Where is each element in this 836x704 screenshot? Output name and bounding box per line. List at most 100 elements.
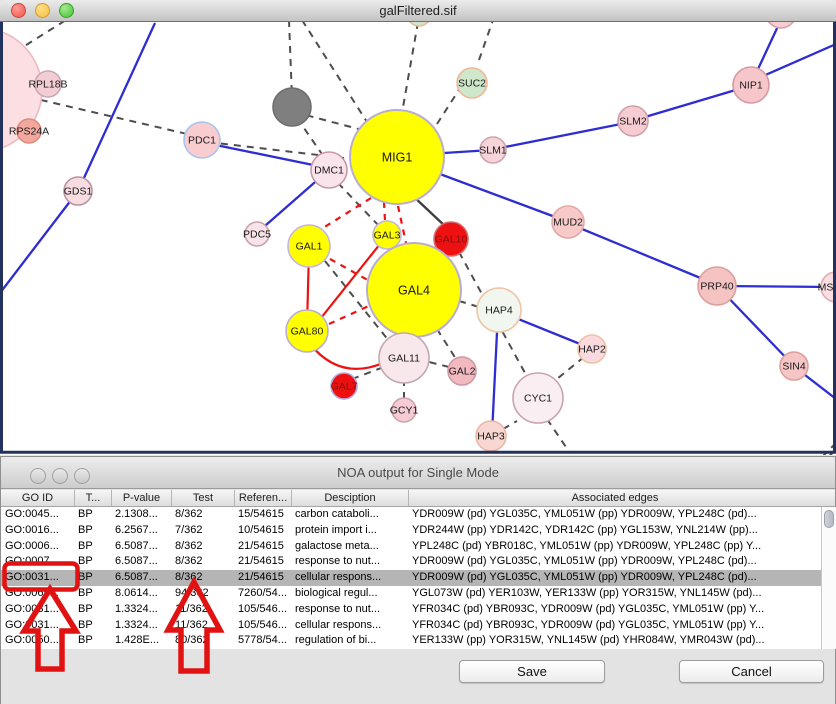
edge-gd[interactable]: [288, 22, 293, 99]
node-SIN4[interactable]: SIN4: [779, 351, 809, 381]
node-GAL11[interactable]: GAL11: [378, 332, 430, 384]
edge-gd[interactable]: [428, 361, 450, 368]
column-header-test[interactable]: Test: [171, 490, 234, 506]
table-row[interactable]: GO:0006... BP 6.5087... 8/362 21/54615 galact…: [1, 538, 821, 555]
edge-gd[interactable]: [351, 366, 385, 380]
node-GDS1[interactable]: GDS1: [63, 176, 93, 206]
table-row[interactable]: GO:0031... BP 1.3324... 11/362 105/546... res…: [1, 601, 821, 618]
node-MUD2[interactable]: MUD2: [551, 205, 585, 239]
table-row[interactable]: GO:0007... BP 6.5087... 8/362 21/54615 respon…: [1, 554, 821, 571]
node-CYC1[interactable]: CYC1: [512, 372, 564, 424]
edge-pp[interactable]: [753, 42, 836, 82]
node-GAL7[interactable]: GAL7: [330, 372, 358, 400]
edge-red[interactable]: [309, 343, 384, 370]
edge-pp[interactable]: [76, 22, 157, 192]
table-row[interactable]: GO:0016... BP 6.2567... 7/362 10/54615 protei…: [1, 522, 821, 539]
edge-gd[interactable]: [436, 328, 457, 360]
cell: BP: [78, 571, 93, 584]
edge-rd[interactable]: [329, 258, 374, 284]
node-SUC2[interactable]: SUC2: [456, 67, 488, 99]
node-GAL10[interactable]: GAL10: [433, 221, 469, 257]
vertical-scrollbar[interactable]: [821, 507, 836, 649]
cell: 8/362: [175, 555, 203, 568]
node-MSI[interactable]: MSI: [818, 271, 836, 303]
column-header-referen-[interactable]: Referen...: [234, 490, 291, 506]
noa-window-titlebar[interactable]: NOA output for Single Mode: [1, 457, 835, 489]
cancel-button[interactable]: Cancel: [679, 660, 824, 683]
node-label: PRP40: [700, 281, 733, 293]
column-header-associated-edges[interactable]: Associated edges: [408, 490, 821, 506]
column-header-p-value[interactable]: P-value: [111, 490, 171, 506]
node-unlabeled[interactable]: [272, 87, 312, 127]
edge-pp[interactable]: [494, 120, 632, 151]
node-HAP3[interactable]: HAP3: [475, 420, 507, 452]
network-canvas[interactable]: RPL18B RPS24A PDC1 GDS1 PDC5 MIG1 DMC1 SUC2 SLM1…: [0, 22, 836, 455]
edge-pp[interactable]: [257, 175, 323, 233]
column-header-t-[interactable]: T...: [74, 490, 111, 506]
edge-gd[interactable]: [478, 22, 494, 61]
scrollbar-thumb[interactable]: [824, 510, 834, 528]
table-row[interactable]: GO:0065... BP 8.0614... 94/362 7260/54... bio…: [1, 586, 821, 602]
table-row[interactable]: GO:0031... BP 1.3324... 11/362 105/546... cel…: [1, 617, 821, 634]
table-row[interactable]: GO:0031... BP 6.5087... 8/362 21/54615 cellul…: [1, 570, 821, 586]
node-PDC1[interactable]: PDC1: [183, 121, 221, 159]
node-SLM1[interactable]: SLM1: [479, 136, 507, 164]
edge-gd[interactable]: [401, 22, 419, 114]
node-PDC5[interactable]: PDC5: [243, 221, 271, 247]
node-RPL18B[interactable]: RPL18B: [28, 70, 68, 98]
edge-rd[interactable]: [328, 303, 372, 326]
node-unlabeled[interactable]: [407, 22, 431, 27]
edge-gd[interactable]: [551, 356, 585, 384]
node-PRP40[interactable]: PRP40: [697, 266, 737, 306]
edge-rd[interactable]: [314, 197, 372, 234]
edge-pp[interactable]: [569, 222, 716, 286]
network-graph[interactable]: RPL18B RPS24A PDC1 GDS1 PDC5 MIG1 DMC1 SUC2 SLM1…: [0, 22, 836, 455]
minimize-button-inactive[interactable]: [52, 468, 68, 484]
column-header-desciption[interactable]: Desciption: [291, 490, 408, 506]
node-NIP1[interactable]: NIP1: [732, 66, 770, 104]
node-HAP2[interactable]: HAP2: [577, 334, 607, 364]
edge-gd[interactable]: [14, 22, 66, 53]
column-header-go-id[interactable]: GO ID: [21, 492, 54, 504]
node-GCY1[interactable]: GCY1: [390, 397, 419, 423]
node-MIG1[interactable]: MIG1: [349, 109, 445, 205]
node-GAL4[interactable]: GAL4: [366, 242, 462, 338]
edge-gd[interactable]: [546, 418, 571, 454]
node-HAP4[interactable]: HAP4: [476, 287, 522, 333]
node-GAL1[interactable]: GAL1: [287, 224, 331, 268]
cell: BP: [78, 555, 93, 568]
table-row[interactable]: GO:0050... BP 1.428E... 80/362 5778/54... reg…: [1, 633, 821, 649]
node-RPS24A[interactable]: RPS24A: [9, 118, 49, 144]
save-button[interactable]: Save: [459, 660, 605, 683]
edge-pp[interactable]: [634, 84, 750, 122]
table-body[interactable]: GO:0045... BP 2.1308... 8/362 15/54615 carbon…: [1, 507, 821, 649]
edge-gd[interactable]: [324, 260, 390, 342]
close-button[interactable]: [11, 3, 26, 18]
edge-gd[interactable]: [27, 96, 201, 138]
network-window-titlebar[interactable]: galFiltered.sif: [0, 0, 836, 22]
edge-rd[interactable]: [382, 201, 387, 222]
window-title: galFiltered.sif: [379, 3, 457, 18]
node-GAL80[interactable]: GAL80: [285, 309, 329, 353]
minimize-button[interactable]: [35, 3, 50, 18]
node-SLM2[interactable]: SLM2: [617, 105, 649, 137]
table-row[interactable]: GO:0045... BP 2.1308... 8/362 15/54615 carbon…: [1, 507, 821, 523]
edge-dark[interactable]: [412, 195, 447, 228]
edge-pp[interactable]: [0, 190, 79, 294]
edge-gd[interactable]: [502, 420, 518, 430]
zoom-button-inactive[interactable]: [74, 468, 90, 484]
edge-pp[interactable]: [205, 141, 319, 168]
edge-gd[interactable]: [458, 300, 480, 308]
edge-gd[interactable]: [337, 182, 380, 227]
zoom-button[interactable]: [59, 3, 74, 18]
node-GAL3[interactable]: GAL3: [372, 220, 402, 250]
node-unlabeled[interactable]: [766, 22, 796, 29]
edge-gd[interactable]: [296, 117, 325, 158]
edge-pp[interactable]: [718, 287, 793, 365]
edge-pp[interactable]: [718, 284, 834, 289]
node-DMC1[interactable]: DMC1: [310, 151, 348, 189]
node-label: PDC5: [243, 229, 271, 241]
close-button-inactive[interactable]: [30, 468, 46, 484]
node-GAL2[interactable]: GAL2: [447, 356, 477, 386]
cell: YFR034C (pd) YBR093C, YDR009W (pd) YGL03…: [412, 618, 765, 631]
